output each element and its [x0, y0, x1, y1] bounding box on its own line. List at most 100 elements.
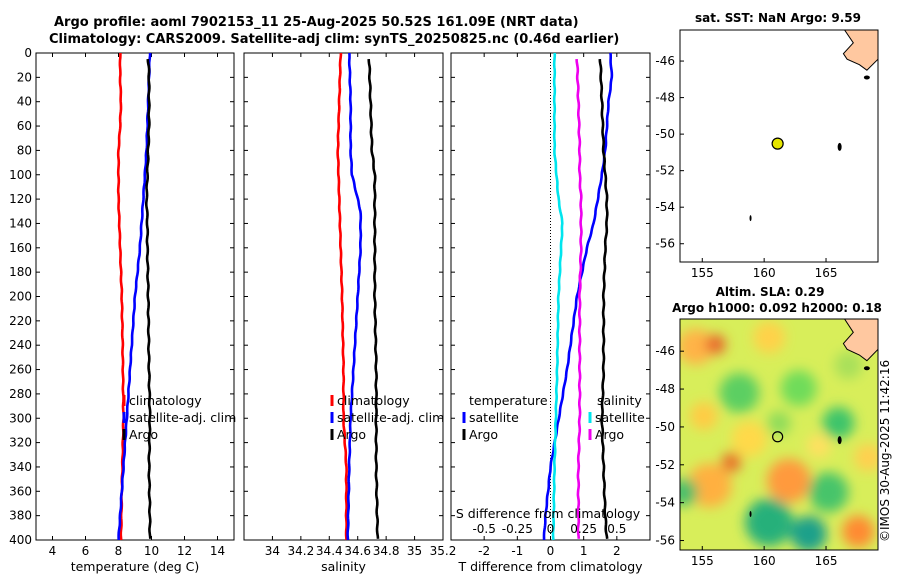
salinity-profile-x-tick-label: 34 — [265, 544, 280, 558]
sla-map-x-tick-label: 155 — [691, 554, 714, 568]
y-tick-label: 0 — [24, 46, 32, 60]
difference-profile-x-tick-label: 1 — [580, 544, 588, 558]
sla-map-auckland-islands — [837, 436, 842, 445]
diff-series-t-satellite — [542, 52, 614, 541]
diff-series-s-satellite — [551, 52, 564, 541]
temperature-profile-x-tick-label: 8 — [115, 544, 123, 558]
sla-blob — [808, 472, 849, 513]
difference-profile-x-tick-label: 0 — [547, 544, 555, 558]
sla-blob — [719, 372, 760, 413]
top-tick-label: 0 — [547, 522, 555, 536]
chart-title-line1: Argo profile: aoml 7902153_11 25-Aug-202… — [54, 15, 579, 30]
sla-blob — [721, 452, 742, 473]
salinity-profile-x-tick-label: 34.2 — [287, 544, 314, 558]
sla-map-stewart-island — [863, 366, 870, 371]
sla-map-y-tick-label: -52 — [655, 458, 675, 472]
salinity-profile-x-tick-label: 35.2 — [430, 544, 457, 558]
salinity-profile-series-climatology — [336, 53, 348, 541]
diff-series-t-argo — [598, 59, 609, 539]
temperature-profile-x-axis-label: temperature (deg C) — [71, 559, 200, 574]
temperature-profile-x-tick-label: 4 — [49, 544, 57, 558]
salinity-profile-series-argo — [367, 59, 380, 539]
y-tick-label: 300 — [9, 411, 32, 425]
sla-map-x-tick-label: 160 — [753, 554, 776, 568]
salinity-profile-x-tick-label: 34.4 — [316, 544, 343, 558]
sst-map-frame — [679, 29, 879, 263]
sal-legend-label: satellite-adj. clim — [337, 410, 444, 425]
sst-map-y-tick-label: -54 — [655, 200, 675, 214]
sla-map-x-tick-label: 165 — [815, 554, 838, 568]
difference-profile-x-axis-label: T difference from climatology — [457, 559, 643, 574]
y-tick-label: 180 — [9, 265, 32, 279]
y-tick-label: 340 — [9, 460, 32, 474]
temperature-profile-x-tick-label: 12 — [177, 544, 192, 558]
y-tick-label: 60 — [17, 119, 32, 133]
sla-blob — [780, 370, 817, 407]
sla-blob — [687, 463, 732, 508]
salinity-profile-series-satellite-adj--clim — [346, 52, 363, 541]
sla-blob — [790, 515, 827, 550]
diff-series-s-argo — [575, 59, 583, 539]
sla-map-y-tick-label: -54 — [655, 496, 675, 510]
diff-legend-title-temp: temperature — [469, 393, 548, 408]
sst-map-x-tick-label: 165 — [815, 266, 838, 280]
y-tick-label: 260 — [9, 363, 32, 377]
top-tick-label: 0.25 — [570, 522, 597, 536]
top-tick-label: -0.5 — [472, 522, 495, 536]
sla-map-frame — [679, 318, 879, 551]
temp-legend-label: climatology — [129, 393, 202, 408]
y-tick-label: 400 — [9, 533, 32, 547]
y-tick-label: 380 — [9, 509, 32, 523]
sla-blob — [680, 328, 714, 365]
sst-map-y-tick-label: -46 — [655, 54, 675, 68]
y-tick-label: 200 — [9, 290, 32, 304]
top-tick-label: -0.25 — [502, 522, 533, 536]
temperature-profile-series-satellite-adj--clim — [117, 53, 152, 541]
sla-blob — [822, 406, 855, 439]
y-tick-label: 100 — [9, 168, 32, 182]
chart-title-line2: Climatology: CARS2009. Satellite-adj cli… — [49, 32, 620, 47]
sst-map-x-tick-label: 155 — [691, 266, 714, 280]
y-tick-label: 240 — [9, 338, 32, 352]
sla-map-subtitle: Argo h1000: 0.092 h2000: 0.18 — [672, 301, 882, 315]
y-tick-label: 120 — [9, 192, 32, 206]
sla-map-y-tick-label: -46 — [655, 344, 675, 358]
sst-map-y-tick-label: -50 — [655, 127, 675, 141]
sst-map-y-tick-label: -48 — [655, 91, 675, 105]
y-tick-label: 220 — [9, 314, 32, 328]
y-tick-label: 160 — [9, 241, 32, 255]
temp-legend-label: satellite-adj. clim — [129, 410, 236, 425]
salinity-profile-x-axis-label: salinity — [321, 559, 366, 574]
sst-map-y-tick-label: -52 — [655, 164, 675, 178]
salinity-profile-x-tick-label: 34.6 — [344, 544, 371, 558]
diff-legend-title-sal: salinity — [597, 393, 642, 408]
y-tick-label: 320 — [9, 436, 32, 450]
sla-blob — [689, 402, 718, 431]
y-tick-label: 140 — [9, 216, 32, 230]
sla-blob — [680, 478, 698, 507]
difference-profile-x-tick-label: -1 — [511, 544, 523, 558]
sla-field-blobs — [680, 321, 878, 550]
watermark-text: ©IMOS 30-Aug-2025 11:42:16 — [878, 359, 892, 542]
sal-legend-label: Argo — [337, 427, 366, 442]
sla-map-title: Altim. SLA: 0.29 — [716, 285, 825, 299]
sla-field — [680, 319, 878, 550]
sst-map-argo-marker — [771, 137, 784, 150]
diff-temp-legend-label: Argo — [469, 427, 498, 442]
sla-map-macquarie-island — [749, 511, 752, 518]
temperature-profile-x-tick-label: 10 — [144, 544, 159, 558]
sla-blob — [806, 434, 831, 459]
sla-map-y-tick-label: -50 — [655, 420, 675, 434]
sla-blob — [842, 515, 875, 548]
difference-profile-x-tick-label: 2 — [613, 544, 621, 558]
sla-blob — [745, 498, 794, 547]
sla-blob — [767, 410, 791, 435]
temperature-profile-x-tick-label: 14 — [210, 544, 225, 558]
diff-sal-legend-label: Argo — [595, 427, 624, 442]
diff-sal-legend-label: satellite — [595, 410, 645, 425]
sla-blob — [854, 443, 878, 472]
sla-map-y-tick-label: -56 — [655, 534, 675, 548]
temp-legend-label: Argo — [129, 427, 158, 442]
y-tick-label: 280 — [9, 387, 32, 401]
